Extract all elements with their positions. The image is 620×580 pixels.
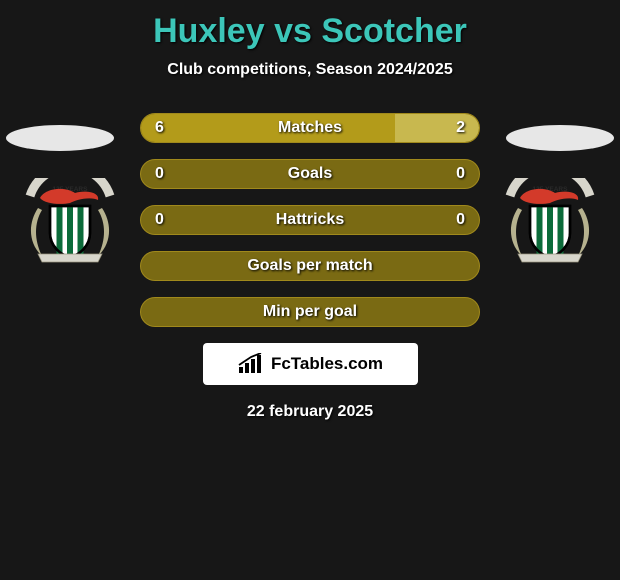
stat-value-right: 0	[456, 165, 465, 183]
brand-badge[interactable]: FcTables.com	[203, 343, 418, 385]
vs-text: vs	[274, 12, 312, 50]
stat-bar: 0 0 Hattricks	[140, 205, 480, 235]
stat-value-left: 0	[155, 211, 164, 229]
comparison-title: Huxley vs Scotcher	[0, 0, 620, 51]
stat-value-right: 2	[456, 119, 465, 137]
stat-label: Goals per match	[247, 257, 372, 275]
stat-value-left: 6	[155, 119, 164, 137]
stat-label: Hattricks	[276, 211, 344, 229]
stat-fill-left	[141, 114, 395, 142]
comparison-subtitle: Club competitions, Season 2024/2025	[0, 61, 620, 79]
player-right-name: Scotcher	[321, 12, 467, 50]
stat-bar: Min per goal	[140, 297, 480, 327]
stat-bar: 6 2 Matches	[140, 113, 480, 143]
club-crest-right: 125 YEARS	[500, 178, 600, 263]
stat-fill-right	[395, 114, 480, 142]
platform-ellipse-left	[6, 125, 114, 151]
stat-label: Matches	[278, 119, 342, 137]
player-left-name: Huxley	[153, 12, 265, 50]
brand-chart-icon	[237, 353, 265, 375]
stat-label: Goals	[288, 165, 332, 183]
club-crest-left: 125 YEARS	[20, 178, 120, 263]
comparison-date: 22 february 2025	[0, 403, 620, 421]
stat-value-left: 0	[155, 165, 164, 183]
stat-value-right: 0	[456, 211, 465, 229]
platform-ellipse-right	[506, 125, 614, 151]
stat-bars-container: 6 2 Matches 0 0 Goals 0 0 Hattricks Goals per mat…	[140, 113, 480, 327]
brand-text: FcTables.com	[271, 354, 383, 374]
stat-bar: Goals per match	[140, 251, 480, 281]
stat-label: Min per goal	[263, 303, 357, 321]
stat-bar: 0 0 Goals	[140, 159, 480, 189]
